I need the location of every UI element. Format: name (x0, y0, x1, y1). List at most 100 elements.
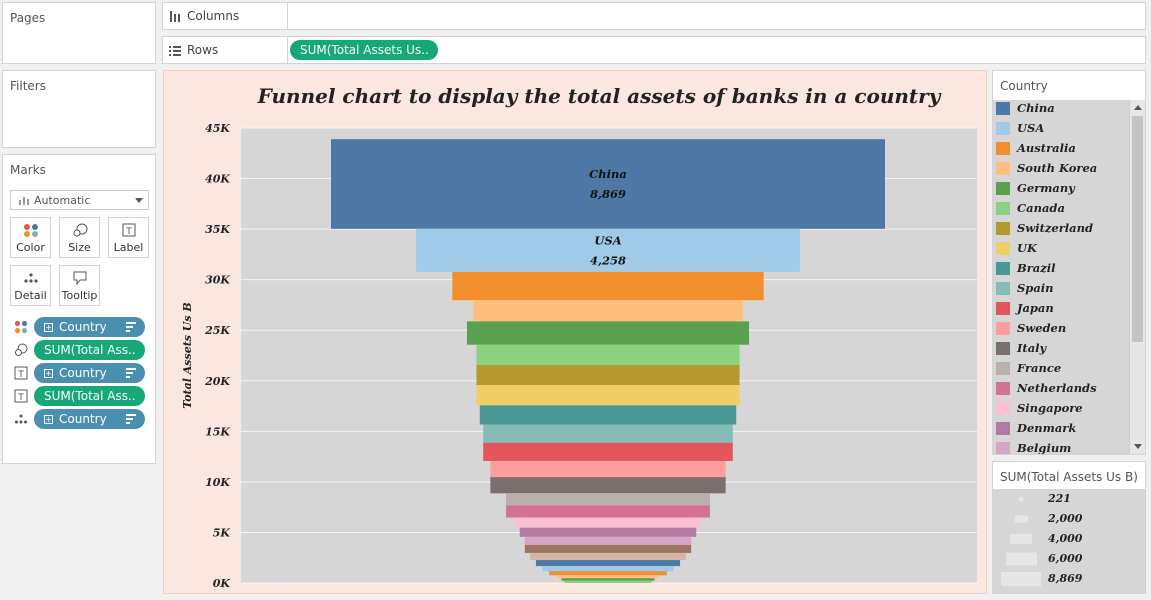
legend-item[interactable]: Brazil (996, 259, 1056, 277)
columns-icon (170, 10, 180, 22)
size-legend-item: 221 (993, 489, 1145, 509)
legend-swatch (996, 441, 1010, 454)
country-pill[interactable]: + Country (34, 317, 145, 337)
funnel-bar (331, 139, 885, 229)
country-pill[interactable]: + Country (34, 363, 145, 383)
funnel-bar (561, 578, 655, 581)
country-pill[interactable]: + Country (34, 409, 145, 429)
legend-swatch (996, 381, 1010, 395)
mark-card-label-sum[interactable]: T SUM(Total Ass.. (14, 386, 149, 406)
legend-swatch (996, 201, 1010, 215)
legend-swatch (996, 241, 1010, 255)
legend-item[interactable]: Germany (996, 179, 1075, 197)
sum-total-assets-pill[interactable]: SUM(Total Ass.. (34, 340, 145, 360)
legend-label: Australia (1017, 141, 1076, 155)
legend-item[interactable]: Italy (996, 339, 1046, 357)
size-mark (1014, 515, 1028, 523)
rows-sum-pill[interactable]: SUM(Total Assets Us.. (290, 40, 438, 60)
filters-panel[interactable]: Filters (2, 70, 156, 148)
shelf-divider (287, 37, 288, 63)
legend-item[interactable]: Sweden (996, 319, 1066, 337)
funnel-bar (466, 321, 750, 345)
funnel-bar (557, 575, 659, 579)
legend-scrollbar[interactable] (1129, 100, 1145, 454)
scroll-thumb[interactable] (1132, 116, 1143, 342)
legend-item[interactable]: Canada (996, 199, 1065, 217)
legend-item[interactable]: France (996, 359, 1061, 377)
sum-total-assets-pill[interactable]: SUM(Total Ass.. (34, 386, 145, 406)
legend-item[interactable]: UK (996, 239, 1037, 257)
svg-text:T: T (17, 393, 24, 403)
scroll-down-icon[interactable] (1134, 444, 1142, 449)
size-legend-label: 8,869 (1048, 572, 1083, 585)
mark-type-dropdown[interactable]: Automatic (10, 190, 149, 210)
pages-panel: Pages (2, 2, 156, 64)
data-label-name: USA (594, 233, 621, 247)
legend-label: Belgium (1017, 441, 1072, 454)
legend-item[interactable]: USA (996, 119, 1044, 137)
legend-item[interactable]: China (996, 100, 1055, 117)
legend-label: Singapore (1017, 401, 1083, 415)
legend-item[interactable]: Belgium (996, 439, 1071, 454)
pill-label: Country (59, 320, 107, 334)
legend-item[interactable]: Singapore (996, 399, 1083, 417)
filters-title: Filters (10, 79, 46, 93)
size-mark (1001, 572, 1041, 586)
legend-list: Belgium Denmark Singapore Netherlands France… (993, 100, 1145, 454)
size-legend-label: 4,000 (1048, 532, 1083, 545)
mark-card-size-sum[interactable]: SUM(Total Ass.. (14, 340, 149, 360)
legend-item[interactable]: Denmark (996, 419, 1076, 437)
size-legend-label: 2,000 (1048, 512, 1083, 525)
color-button[interactable]: Color (10, 217, 51, 258)
legend-swatch (996, 321, 1010, 335)
legend-label: South Korea (1017, 161, 1098, 175)
mark-card-detail-country[interactable]: + Country (14, 409, 149, 429)
size-mark (1005, 552, 1037, 566)
detail-button[interactable]: Detail (10, 265, 51, 306)
marks-panel: Marks Automatic Color Size T Label Detai… (2, 154, 156, 464)
mark-card-color-country[interactable]: + Country (14, 317, 149, 337)
y-tick-label: 10K (205, 476, 230, 489)
legend-item[interactable]: Spain (996, 279, 1054, 297)
color-dots-icon (14, 320, 28, 334)
label-button[interactable]: T Label (108, 217, 149, 258)
funnel-bar (542, 566, 674, 572)
legend-swatch (996, 421, 1010, 435)
size-legend-label: 6,000 (1048, 552, 1083, 565)
funnel-bar (514, 517, 702, 528)
legend-item[interactable]: Switzerland (996, 219, 1093, 237)
funnel-bar (490, 477, 726, 494)
size-legend-item: 6,000 (993, 549, 1145, 569)
legend-label: Switzerland (1017, 221, 1094, 235)
funnel-bar (564, 580, 652, 583)
y-tick-label: 0K (213, 577, 231, 590)
columns-shelf[interactable]: Columns (162, 2, 1146, 30)
pill-label: SUM(Total Ass.. (44, 343, 136, 357)
funnel-bar (535, 560, 681, 567)
legend-item[interactable]: South Korea (996, 159, 1097, 177)
tooltip-button[interactable]: Tooltip (59, 265, 100, 306)
funnel-bar (416, 228, 800, 272)
legend-item[interactable]: Netherlands (996, 379, 1097, 397)
y-tick-label: 35K (205, 223, 230, 236)
data-label-value: 4,258 (590, 253, 626, 267)
size-mark (1010, 534, 1032, 544)
scroll-up-icon[interactable] (1134, 105, 1142, 110)
y-tick-label: 5K (213, 526, 231, 539)
mark-card-label-country[interactable]: T + Country (14, 363, 149, 383)
plus-box-icon: + (44, 368, 53, 378)
legend-label: Netherlands (1017, 381, 1097, 395)
svg-text:T: T (125, 227, 132, 237)
size-button[interactable]: Size (59, 217, 100, 258)
size-icon (73, 223, 87, 237)
svg-text:T: T (17, 370, 24, 380)
legend-item[interactable]: Japan (996, 299, 1054, 317)
size-legend-list: 221 2,000 4,000 6,000 8,869 (993, 489, 1145, 593)
legend-item[interactable]: Australia (996, 139, 1076, 157)
legend-swatch (996, 181, 1010, 195)
funnel-bar (476, 364, 740, 386)
funnel-bar (506, 505, 710, 518)
rows-shelf[interactable]: Rows SUM(Total Assets Us.. (162, 36, 1146, 64)
y-tick-label: 40K (205, 173, 230, 186)
funnel-bar (506, 493, 710, 506)
